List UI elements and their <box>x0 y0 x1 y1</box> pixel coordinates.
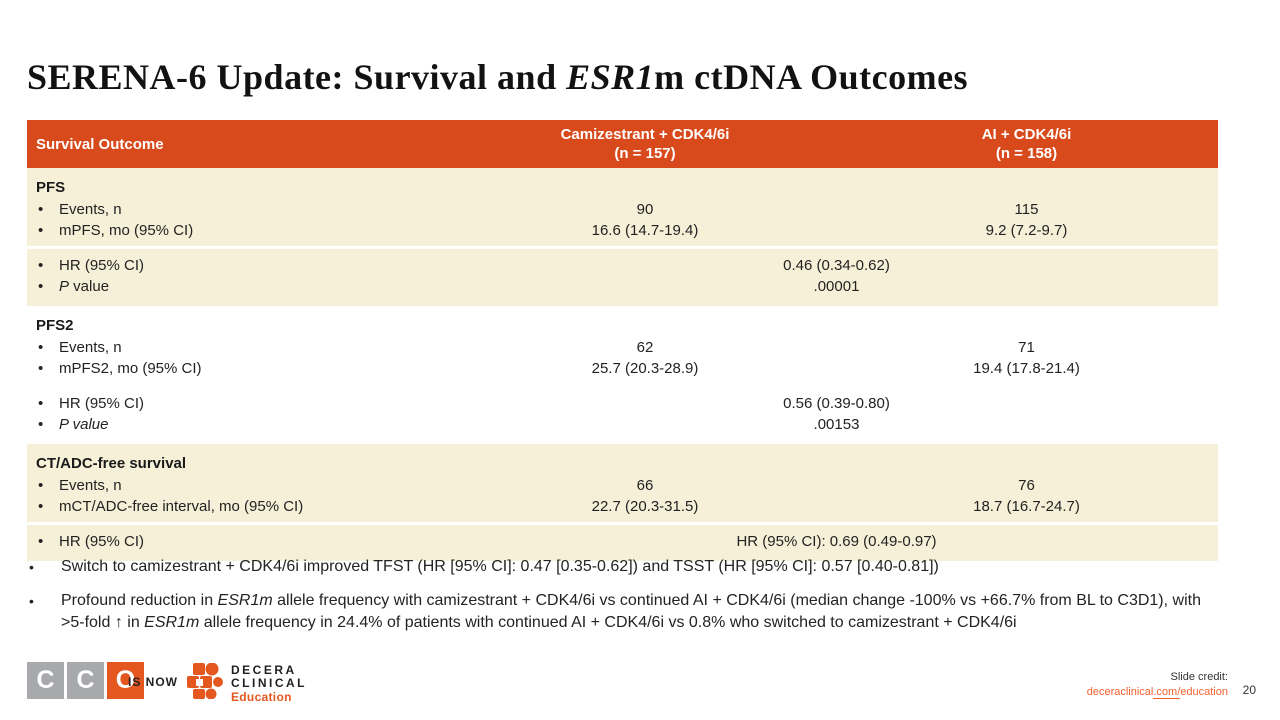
table-row: mCT/ADC-free interval, mo (95% CI) 22.7 … <box>27 496 1218 517</box>
bullet-item: Profound reduction in ESR1m allele frequ… <box>27 590 1227 634</box>
row-value-camizestrant: 66 <box>636 477 654 494</box>
table-row: Events, n 66 76 <box>27 475 1218 496</box>
slide-credit-label: Slide credit: <box>1170 671 1228 683</box>
row-label: mPFS, mo (95% CI) <box>59 222 194 239</box>
row-label: mCT/ADC-free interval, mo (95% CI) <box>59 498 304 515</box>
cco-logo-letter: C <box>67 662 104 699</box>
table-row: HR (95% CI) 0.46 (0.34-0.62) <box>27 255 1218 276</box>
row-value-ai: 71 <box>1018 339 1035 356</box>
row-label: HR (95% CI) <box>59 533 145 550</box>
row-value-camizestrant: 90 <box>636 201 654 218</box>
row-value-camizestrant: 16.6 (14.7-19.4) <box>591 222 699 239</box>
hr-value: 0.56 (0.39-0.80) <box>783 395 890 412</box>
table-row: P value .00153 <box>27 414 1218 435</box>
decera-logo-icon <box>187 662 223 704</box>
header-camizestrant-arm: Camizestrant + CDK4/6i (n = 157) <box>560 125 730 163</box>
table-row: mPFS, mo (95% CI) 16.6 (14.7-19.4) 9.2 (… <box>27 220 1218 241</box>
cco-logo-letter: C <box>27 662 64 699</box>
table-row: HR (95% CI) 0.56 (0.39-0.80) <box>27 393 1218 414</box>
section-pfs2-title: PFS2 <box>36 317 74 334</box>
section-ct-adc: CT/ADC-free survival Events, n 66 76 mCT… <box>27 444 1218 561</box>
row-value-camizestrant: 25.7 (20.3-28.9) <box>591 360 699 377</box>
slide-title-text: SERENA-6 Update: Survival and <box>27 57 567 97</box>
is-now-label: IS NOW <box>128 675 178 689</box>
row-label: P value <box>59 416 109 433</box>
section-pfs-title: PFS <box>36 179 66 196</box>
bullet-icon <box>27 414 59 435</box>
table-row: HR (95% CI) HR (95% CI): 0.69 (0.49-0.97… <box>27 531 1218 552</box>
ct-adc-hr-group: HR (95% CI) HR (95% CI): 0.69 (0.49-0.97… <box>27 522 1218 552</box>
bullet-icon <box>27 220 59 241</box>
row-label: HR (95% CI) <box>59 395 145 412</box>
row-value-camizestrant: 62 <box>636 339 654 356</box>
bullet-text: Profound reduction in ESR1m allele frequ… <box>61 592 1201 631</box>
bullet-icon <box>27 358 59 379</box>
row-value-ai: 19.4 (17.8-21.4) <box>973 360 1080 377</box>
bullet-icon <box>27 255 59 276</box>
bullet-icon <box>27 590 61 634</box>
bullet-icon <box>27 556 61 578</box>
bullet-icon <box>27 475 59 496</box>
header-survival-outcome: Survival Outcome <box>36 135 164 153</box>
p-value: .00001 <box>813 278 860 295</box>
p-value: .00153 <box>813 416 860 433</box>
row-label: Events, n <box>59 201 122 218</box>
row-value-ai: 76 <box>1018 477 1035 494</box>
section-ct-adc-title: CT/ADC-free survival <box>36 455 187 472</box>
decera-logo-text: DECERA CLINICAL Education <box>231 663 307 705</box>
table-row: P value .00001 <box>27 276 1218 297</box>
outcomes-table: Survival Outcome Camizestrant + CDK4/6i … <box>27 120 1218 561</box>
summary-bullets: Switch to camizestrant + CDK4/6i improve… <box>27 556 1227 646</box>
pfs-hr-group: HR (95% CI) 0.46 (0.34-0.62) P value .00… <box>27 246 1218 297</box>
header-ai-arm: AI + CDK4/6i (n = 158) <box>981 125 1072 163</box>
row-label: Events, n <box>59 339 122 356</box>
row-value-ai: 9.2 (7.2-9.7) <box>985 222 1068 239</box>
table-header-row: Survival Outcome Camizestrant + CDK4/6i … <box>27 120 1218 168</box>
table-row: mPFS2, mo (95% CI) 25.7 (20.3-28.9) 19.4… <box>27 358 1218 379</box>
page-number: 20 <box>1242 683 1256 697</box>
bullet-item: Switch to camizestrant + CDK4/6i improve… <box>27 556 1227 578</box>
bullet-icon <box>27 496 59 517</box>
row-label: mPFS2, mo (95% CI) <box>59 360 202 377</box>
row-label: P value <box>59 278 110 295</box>
table-row: Events, n 62 71 <box>27 337 1218 358</box>
hr-value: HR (95% CI): 0.69 (0.49-0.97) <box>736 533 937 550</box>
row-label: HR (95% CI) <box>59 257 145 274</box>
slide-title-suffix: m ctDNA Outcomes <box>654 57 969 97</box>
row-value-ai: 115 <box>1014 201 1039 218</box>
row-value-ai: 18.7 (16.7-24.7) <box>973 498 1080 515</box>
cco-logo: C C O <box>27 662 144 699</box>
bullet-icon <box>27 531 59 552</box>
cco-logo-letter: O <box>107 662 144 699</box>
table-row: Events, n 90 115 <box>27 199 1218 220</box>
bullet-text: Switch to camizestrant + CDK4/6i improve… <box>61 558 939 575</box>
section-pfs: PFS Events, n 90 115 mPFS, mo (95% CI) 1… <box>27 168 1218 306</box>
bullet-icon <box>27 276 59 297</box>
slide-credit: Slide credit: deceraclinical.com/educati… <box>1087 670 1228 700</box>
slide-credit-link[interactable]: deceraclinical.com/education <box>1086 686 1228 699</box>
slide-title-gene: ESR1 <box>566 57 655 97</box>
slide-title: SERENA-6 Update: Survival and ESR1m ctDN… <box>27 56 1227 98</box>
bullet-icon <box>27 337 59 358</box>
decera-logo: DECERA CLINICAL Education <box>187 662 307 705</box>
bullet-icon <box>27 393 59 414</box>
section-pfs2: PFS2 Events, n 62 71 mPFS2, mo (95% CI) … <box>27 306 1218 444</box>
row-value-camizestrant: 22.7 (20.3-31.5) <box>591 498 699 515</box>
pfs2-hr-group: HR (95% CI) 0.56 (0.39-0.80) P value .00… <box>27 384 1218 435</box>
hr-value: 0.46 (0.34-0.62) <box>783 257 890 274</box>
row-label: Events, n <box>59 477 122 494</box>
bullet-icon <box>27 199 59 220</box>
